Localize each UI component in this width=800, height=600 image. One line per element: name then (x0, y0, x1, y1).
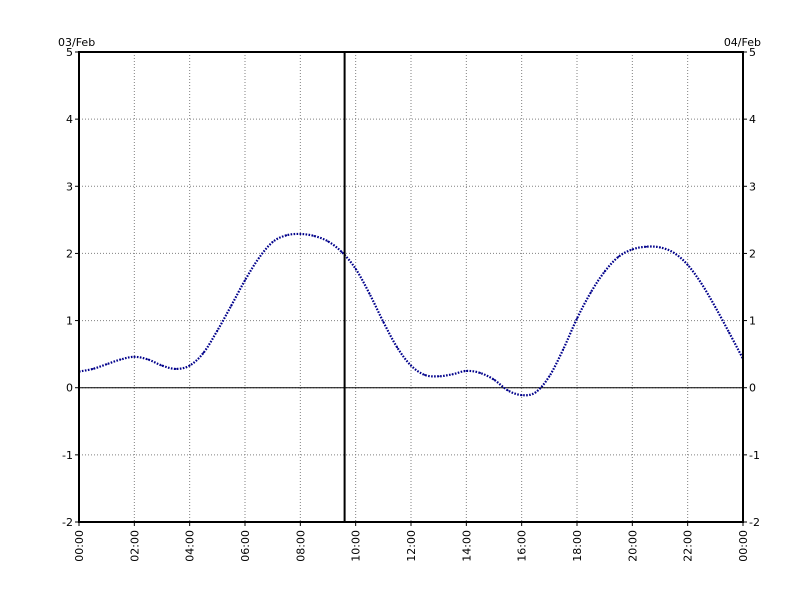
y-tick-label-right: 1 (749, 315, 756, 328)
tide-data-point (396, 346, 399, 349)
tide-data-point (340, 251, 343, 253)
y-tick-label-left: -2 (62, 516, 73, 529)
y-tick-label-right: 3 (749, 180, 756, 193)
tide-data-point (714, 306, 717, 309)
tide-data-point (244, 279, 246, 282)
y-tick-label-left: 4 (66, 113, 73, 126)
x-tick-label: 20:00 (626, 530, 639, 562)
grid (79, 52, 743, 522)
tide-data-point (437, 375, 440, 378)
y-tick-label-right: 5 (749, 46, 756, 59)
tide-data-point (202, 351, 205, 354)
tide-data-point (589, 291, 592, 294)
tide-data-point (257, 257, 260, 260)
tide-data-point (368, 292, 371, 295)
x-tick-label: 14:00 (460, 530, 473, 562)
y-tick-label-left: -1 (62, 449, 73, 462)
tide-data-point (91, 368, 94, 370)
tide-data-point (410, 364, 412, 367)
x-tick-label: 04:00 (184, 530, 197, 562)
tide-data-point (133, 355, 136, 358)
tide-data-point (285, 234, 288, 237)
tide-data-point (686, 263, 689, 266)
tide-data-point (617, 255, 620, 258)
tide-data-point (230, 304, 233, 307)
x-tick-label: 02:00 (128, 530, 141, 562)
tide-data-point (423, 374, 426, 376)
tide-data-point (728, 331, 731, 334)
y-tick-label-right: -1 (749, 449, 760, 462)
y-tick-label-left: 5 (66, 46, 73, 59)
tide-data-point (382, 321, 385, 323)
tide-data-point (299, 233, 302, 235)
x-tick-label: 00:00 (737, 530, 750, 562)
tide-series-line (78, 232, 744, 397)
x-tick-label: 12:00 (405, 530, 418, 562)
tide-data-point (354, 267, 357, 270)
tide-data-point (216, 329, 219, 332)
tide-data-point (105, 363, 108, 366)
y-axis-right: 5 4 3 2 1 0 -1 -2 (743, 46, 760, 529)
tide-data-point (520, 394, 523, 396)
y-tick-label-left: 3 (66, 180, 73, 193)
tide-data-point (603, 270, 606, 273)
tide-data-point (313, 235, 316, 237)
y-tick-label-left: 0 (66, 382, 73, 395)
x-tick-label: 10:00 (350, 530, 363, 562)
tide-data-point (700, 282, 703, 285)
tide-data-point (188, 364, 191, 367)
x-tick-label: 06:00 (239, 530, 252, 562)
y-tick-label-left: 2 (66, 247, 73, 260)
x-tick-label: 00:00 (73, 530, 86, 562)
tide-data-point (174, 368, 177, 370)
tide-data-point (271, 241, 274, 243)
series-layer (78, 232, 744, 397)
y-axis-left: 5 4 3 2 1 0 -1 -2 (62, 46, 79, 529)
x-tick-label: 22:00 (682, 530, 695, 562)
tide-data-point (493, 378, 495, 381)
tide-data-point (147, 358, 150, 361)
tide-data-point (465, 370, 468, 372)
tide-data-point (119, 358, 122, 361)
tide-data-point (672, 251, 675, 254)
tide-data-point (327, 240, 329, 243)
x-axis: 00:00 02:00 04:00 06:00 08:00 10:00 12:00 14:00… (73, 522, 750, 562)
x-tick-label: 08:00 (294, 530, 307, 562)
tide-data-point (534, 391, 537, 394)
y-tick-label-left: 1 (66, 315, 73, 328)
tide-data-point (451, 373, 454, 376)
tide-data-point (161, 364, 163, 367)
date-label-right: 04/Feb (724, 36, 761, 49)
tide-data-point (631, 248, 634, 251)
tide-data-point (548, 375, 551, 378)
tide-data-point (659, 246, 661, 249)
x-tick-label: 16:00 (516, 530, 529, 562)
y-tick-label-right: 4 (749, 113, 756, 126)
tide-data-point (562, 348, 565, 351)
y-tick-label-right: 0 (749, 382, 756, 395)
x-tick-label: 18:00 (571, 530, 584, 562)
tide-data-point (506, 389, 509, 392)
tide-data-point (576, 317, 578, 320)
y-tick-label-right: -2 (749, 516, 760, 529)
y-tick-label-right: 2 (749, 247, 756, 260)
date-label-left: 03/Feb (58, 36, 95, 49)
tide-data-point (479, 372, 482, 374)
tide-data-point (645, 245, 648, 248)
